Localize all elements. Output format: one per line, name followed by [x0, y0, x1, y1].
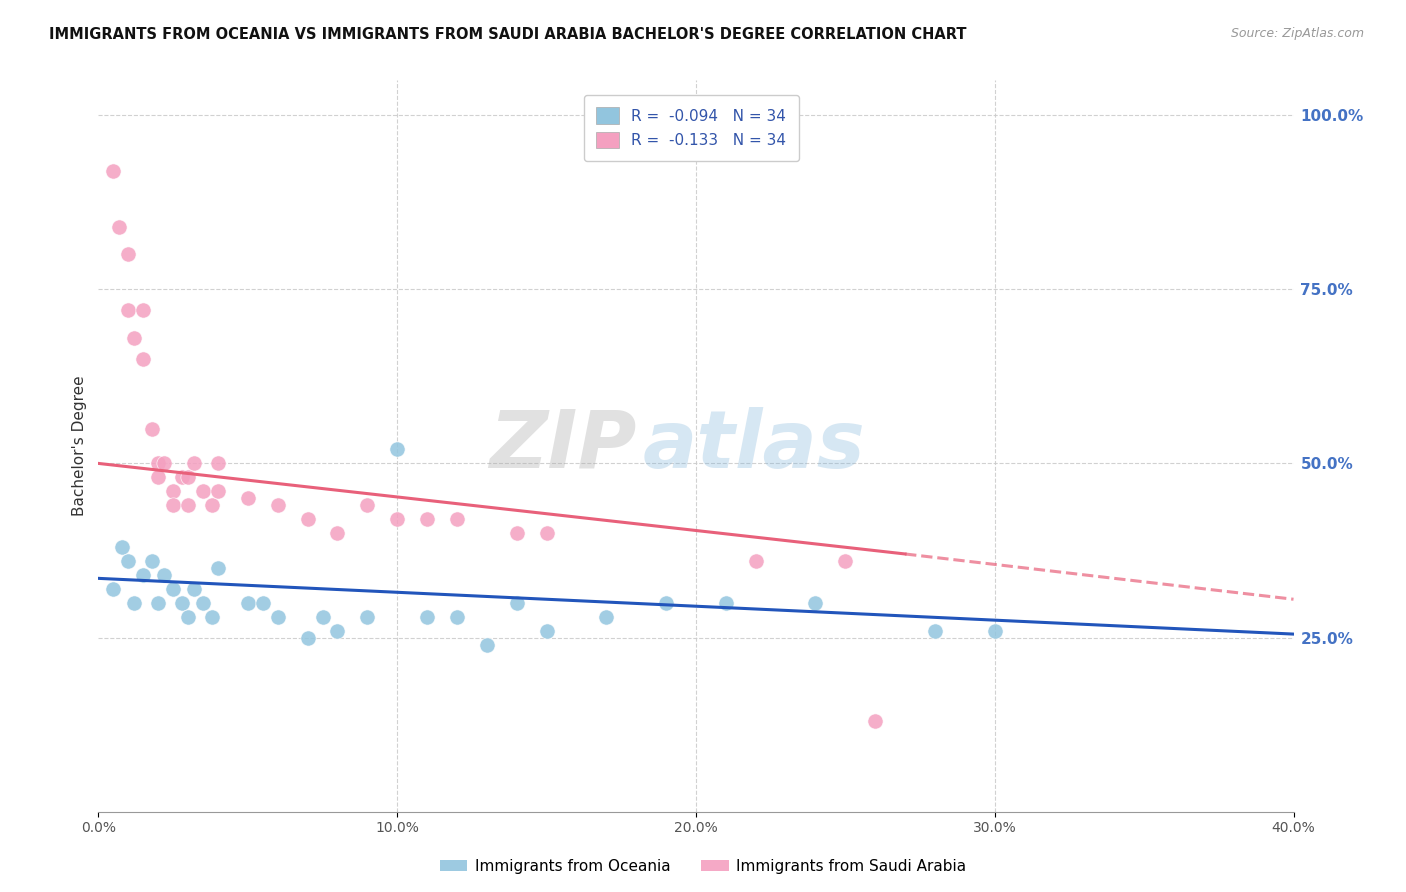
Text: ZIP: ZIP [489, 407, 637, 485]
Legend: Immigrants from Oceania, Immigrants from Saudi Arabia: Immigrants from Oceania, Immigrants from… [433, 853, 973, 880]
Point [153, 567, 176, 582]
Point [124, 331, 146, 345]
Point [207, 484, 229, 499]
Point [655, 596, 678, 610]
Point [162, 484, 184, 499]
Point [141, 554, 163, 568]
Point [108, 219, 131, 234]
Point [984, 624, 1007, 638]
Point [148, 457, 170, 471]
Point [595, 609, 617, 624]
Point [201, 498, 224, 512]
Point [172, 596, 194, 610]
Point [804, 596, 827, 610]
Y-axis label: Bachelor's Degree: Bachelor's Degree [72, 376, 87, 516]
Text: IMMIGRANTS FROM OCEANIA VS IMMIGRANTS FROM SAUDI ARABIA BACHELOR'S DEGREE CORREL: IMMIGRANTS FROM OCEANIA VS IMMIGRANTS FR… [49, 27, 967, 42]
Point [183, 457, 205, 471]
Point [311, 609, 333, 624]
Point [834, 554, 856, 568]
Point [177, 470, 200, 484]
Point [148, 596, 170, 610]
Point [236, 491, 259, 506]
Point [745, 554, 768, 568]
Point [148, 470, 170, 484]
Point [924, 624, 946, 638]
Legend: R =  -0.094   N = 34, R =  -0.133   N = 34: R = -0.094 N = 34, R = -0.133 N = 34 [583, 95, 799, 161]
Point [111, 540, 134, 554]
Point [865, 714, 887, 728]
Point [207, 457, 229, 471]
Text: atlas: atlas [643, 407, 865, 485]
Point [326, 624, 349, 638]
Text: Source: ZipAtlas.com: Source: ZipAtlas.com [1230, 27, 1364, 40]
Point [236, 596, 259, 610]
Point [252, 596, 274, 610]
Point [475, 638, 498, 652]
Point [714, 596, 737, 610]
Point [103, 582, 125, 596]
Point [297, 631, 319, 645]
Point [506, 596, 529, 610]
Point [201, 609, 224, 624]
Point [183, 582, 205, 596]
Point [446, 512, 468, 526]
Point [536, 526, 558, 541]
Point [385, 442, 409, 457]
Point [177, 609, 200, 624]
Point [267, 498, 290, 512]
Point [124, 596, 146, 610]
Point [416, 609, 439, 624]
Point [385, 512, 409, 526]
Point [141, 421, 163, 435]
Point [132, 351, 155, 366]
Point [416, 512, 439, 526]
Point [297, 512, 319, 526]
Point [356, 498, 378, 512]
Point [103, 164, 125, 178]
Point [267, 609, 290, 624]
Point [207, 561, 229, 575]
Point [191, 484, 214, 499]
Point [356, 609, 378, 624]
Point [506, 526, 529, 541]
Point [177, 498, 200, 512]
Point [153, 457, 176, 471]
Point [117, 247, 139, 261]
Point [446, 609, 468, 624]
Point [117, 554, 139, 568]
Point [132, 303, 155, 318]
Point [536, 624, 558, 638]
Point [191, 596, 214, 610]
Point [162, 582, 184, 596]
Point [117, 303, 139, 318]
Point [172, 470, 194, 484]
Point [132, 567, 155, 582]
Point [162, 498, 184, 512]
Point [326, 526, 349, 541]
